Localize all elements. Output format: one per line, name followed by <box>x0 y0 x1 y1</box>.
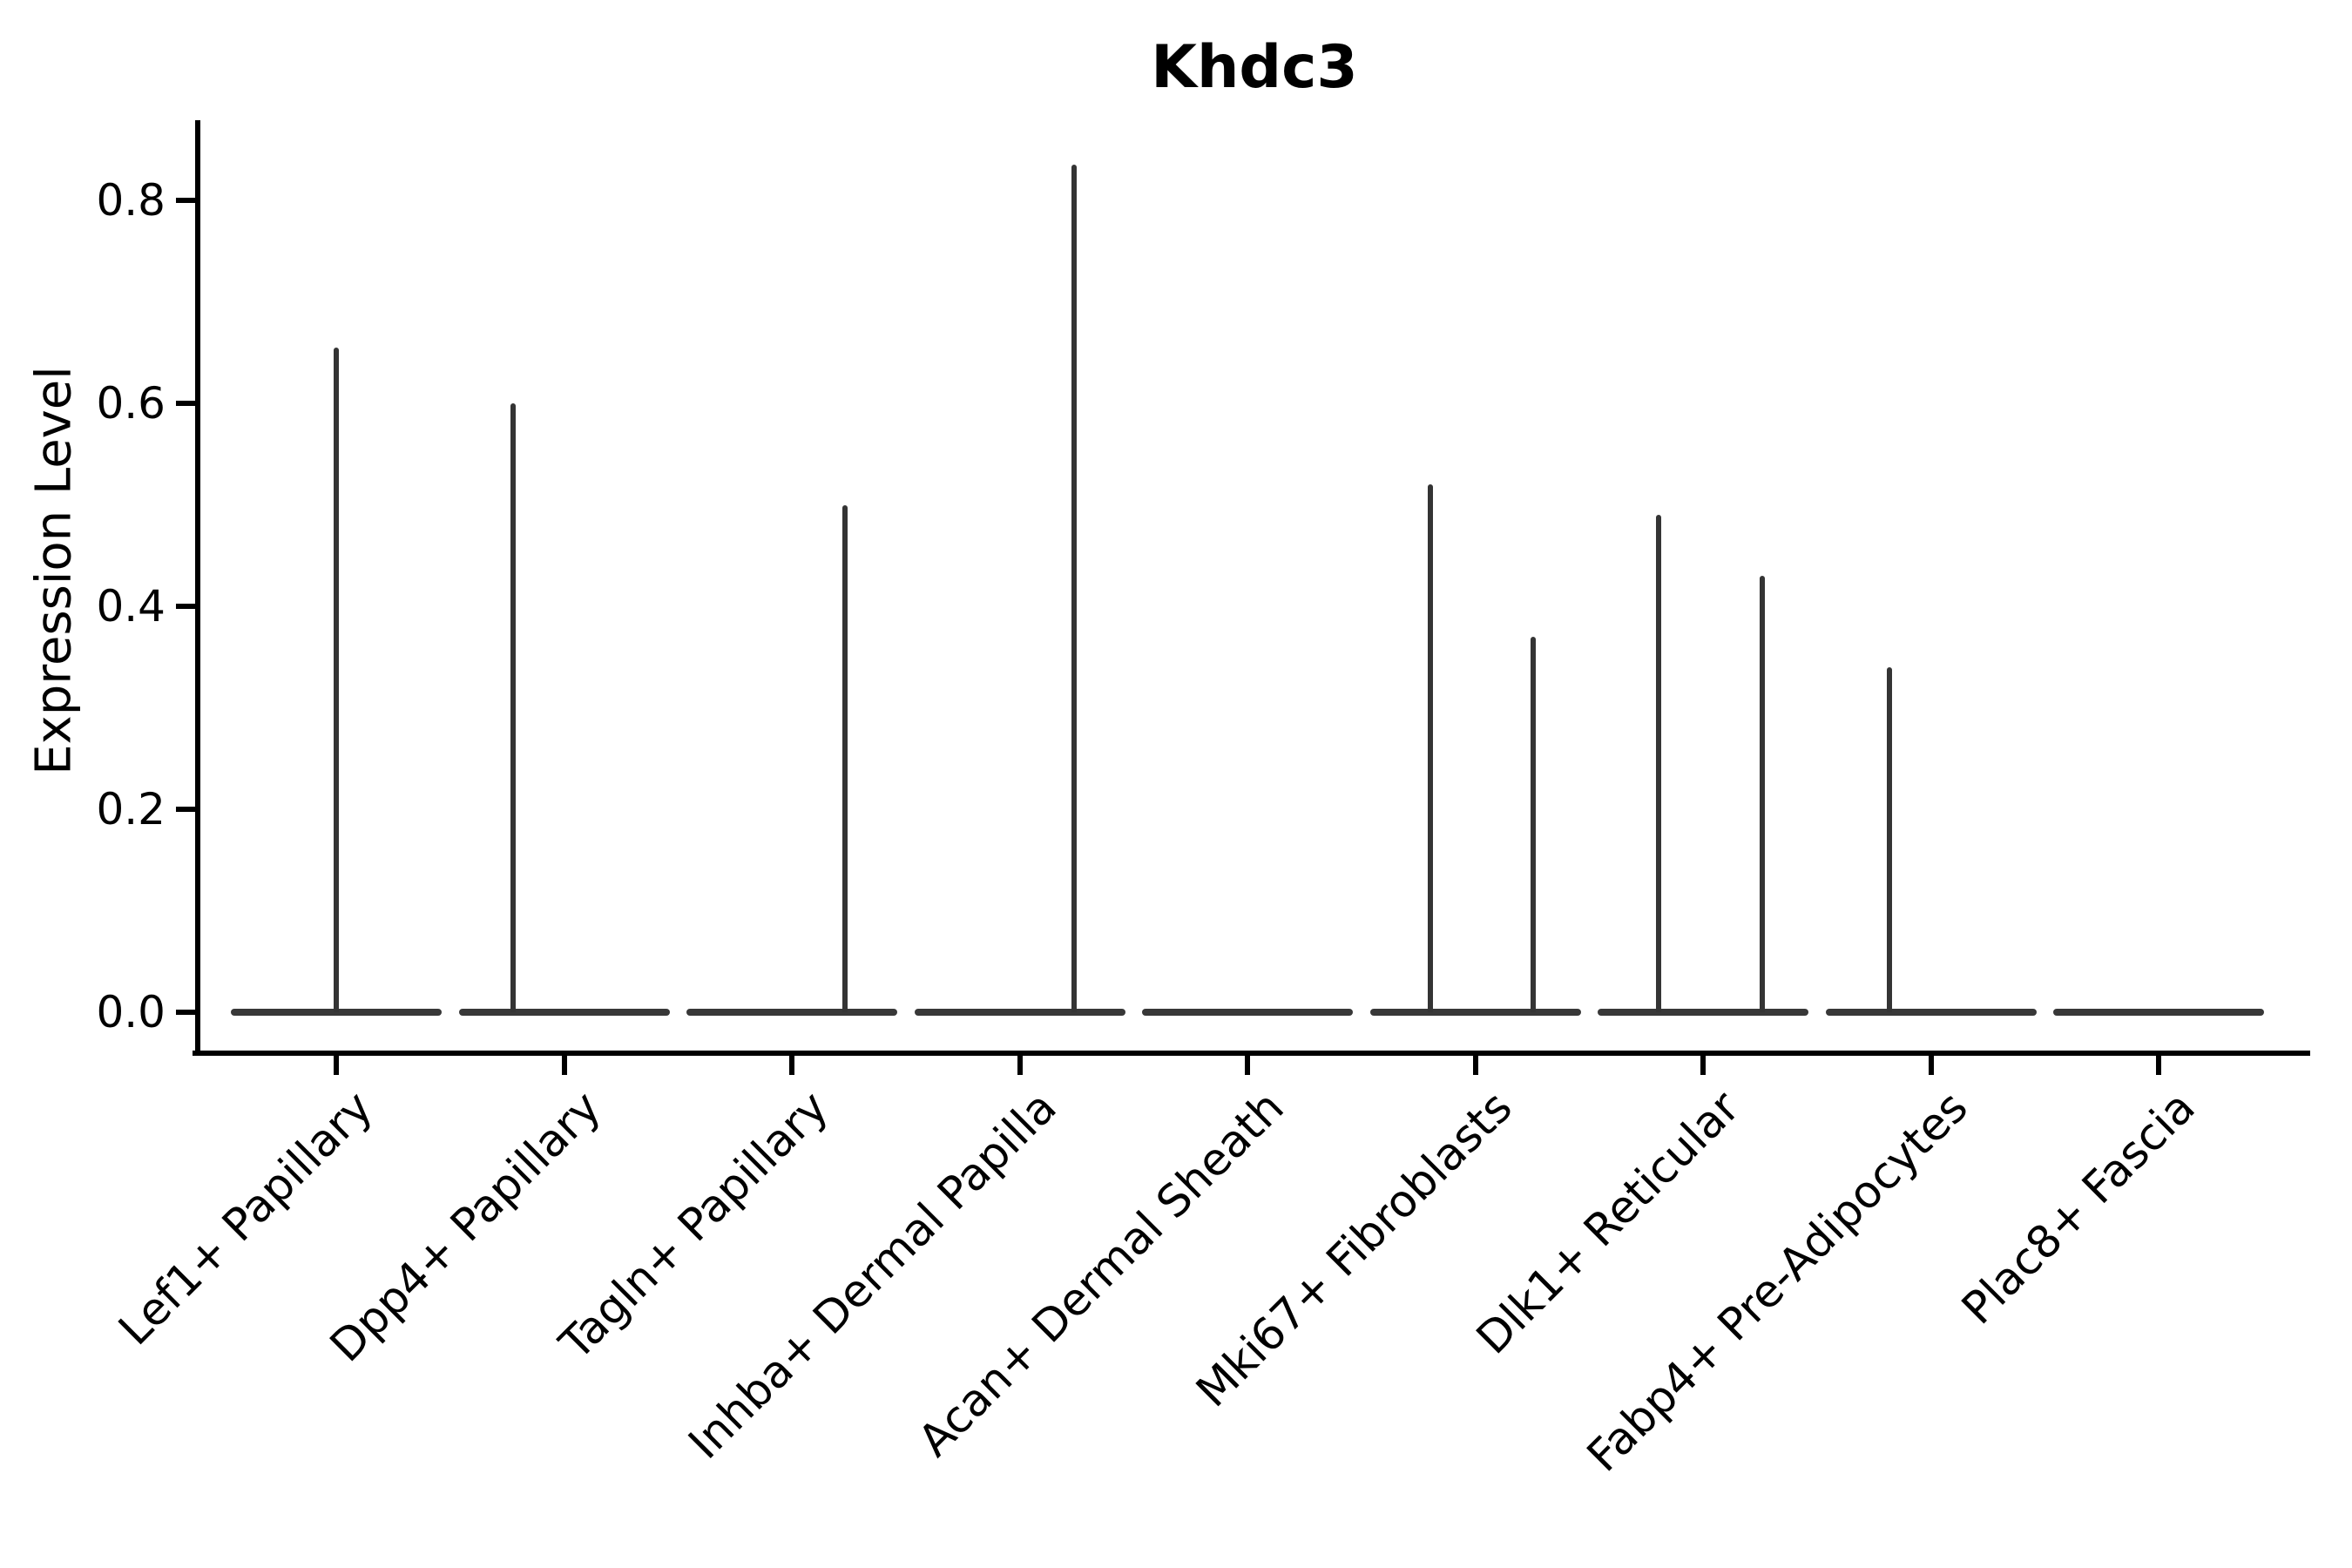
violin-spike <box>1656 515 1661 1012</box>
violin-base <box>1142 1009 1353 1016</box>
violin-base <box>2053 1009 2264 1016</box>
y-tick-label: 0.6 <box>96 378 166 429</box>
y-tick <box>176 604 195 609</box>
violin-base <box>231 1009 442 1016</box>
y-tick <box>176 401 195 406</box>
x-tick <box>1245 1056 1250 1075</box>
y-tick <box>176 807 195 812</box>
x-tick <box>561 1056 567 1075</box>
violin-base <box>1598 1009 1808 1016</box>
y-tick <box>176 1010 195 1015</box>
chart-title: Khdc3 <box>1151 33 1358 102</box>
y-axis-title: Expression Level <box>25 366 83 775</box>
violin-spike <box>1530 636 1536 1012</box>
x-tick <box>1700 1056 1706 1075</box>
x-tick <box>334 1056 339 1075</box>
violin-base <box>686 1009 897 1016</box>
y-axis-spine <box>195 120 200 1056</box>
violin-spike <box>510 403 516 1012</box>
y-tick-label: 0.8 <box>96 175 166 226</box>
y-tick-label: 0.4 <box>96 581 166 632</box>
violin-spike <box>334 347 339 1012</box>
violin-base <box>1825 1009 2037 1016</box>
violin-spike <box>842 504 848 1012</box>
y-tick <box>176 198 195 203</box>
violin-spike <box>1760 576 1765 1012</box>
y-tick-label: 0.0 <box>96 987 166 1037</box>
x-tick <box>1472 1056 1478 1075</box>
violin-base <box>458 1009 670 1016</box>
x-tick <box>789 1056 794 1075</box>
violin-spike <box>1427 484 1433 1012</box>
y-tick-label: 0.2 <box>96 784 166 835</box>
x-tick <box>1017 1056 1023 1075</box>
x-tick <box>2156 1056 2161 1075</box>
x-axis-spine <box>193 1051 2310 1056</box>
violin-base <box>914 1009 1125 1016</box>
violin-base <box>1369 1009 1581 1016</box>
violin-spike <box>1071 165 1077 1012</box>
violin-spike <box>1886 666 1892 1012</box>
x-tick <box>1928 1056 1934 1075</box>
